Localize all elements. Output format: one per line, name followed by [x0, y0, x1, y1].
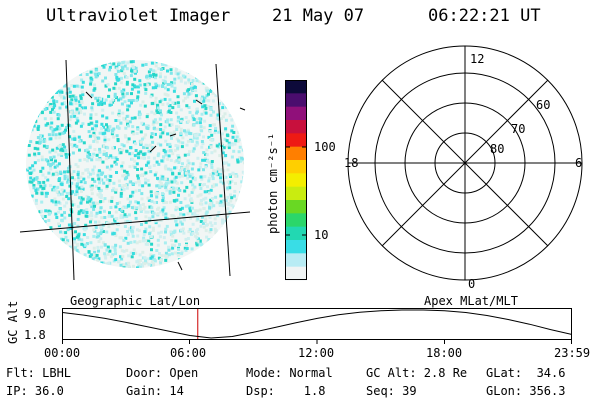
colorbar-unit-label: photon cm⁻²s⁻¹ [266, 132, 280, 234]
gc-alt-axis-title: GC Alt [6, 300, 20, 344]
colorbar-cell [285, 200, 307, 214]
colorbar-tick-100: 100 [314, 140, 336, 154]
x-tick-2359: 23:59 [554, 346, 591, 360]
lat-label-70: 70 [511, 122, 525, 136]
colorbar-tick-10: 10 [314, 228, 329, 242]
colorbar-cell [285, 173, 307, 188]
mlt-label-18: 18 [344, 156, 358, 170]
time-label: 06:22:21 UT [428, 6, 541, 26]
colorbar-cell [285, 266, 307, 281]
geographic-label: Geographic Lat/Lon [70, 294, 201, 308]
polar-dial: 12 18 6 0 60 70 80 [344, 45, 583, 291]
dsp-info: Dsp: 1.8 [246, 384, 326, 398]
colorbar-cell [285, 226, 307, 241]
mlt-label-12: 12 [470, 52, 484, 66]
apex-label: Apex MLat/MLT [424, 294, 518, 308]
color-scale [285, 80, 307, 281]
orbit-timeline [62, 308, 572, 344]
door-info: Door: Open [126, 366, 199, 380]
gain-info: Gain: 14 [126, 384, 184, 398]
glat-info: GLat: 34.6 [486, 366, 566, 380]
colorbar-cell [285, 160, 307, 174]
gc-alt-info: GC Alt: 2.8 Re [366, 366, 468, 380]
glon-info: GLon: 356.3 [486, 384, 566, 398]
mlt-label-0: 0 [468, 277, 475, 291]
colorbar-cell [285, 253, 307, 268]
colorbar-cell [285, 120, 307, 134]
colorbar-cell [285, 106, 307, 121]
date-label: 21 May 07 [272, 6, 365, 26]
auroral-image [19, 59, 251, 281]
seq-info: Seq: 39 [366, 384, 417, 398]
y-tick-max: 9.0 [24, 307, 46, 321]
x-tick-1800: 18:00 [426, 346, 463, 360]
colorbar-cell [285, 213, 307, 228]
mode-info: Mode: Normal [246, 366, 333, 380]
instrument-title: Ultraviolet Imager [46, 6, 231, 26]
ip-info: IP: 36.0 [6, 384, 64, 398]
colorbar-cell [285, 133, 307, 148]
lat-label-80: 80 [490, 142, 504, 156]
lat-label-60: 60 [536, 98, 550, 112]
filter-info: Flt: LBHL [6, 366, 72, 380]
x-tick-0600: 06:00 [170, 346, 207, 360]
colorbar-cell [285, 93, 307, 108]
y-tick-min: 1.8 [24, 328, 46, 342]
colorbar-cell [285, 240, 307, 254]
x-tick-0000: 00:00 [44, 346, 81, 360]
colorbar-cell [285, 186, 307, 201]
colorbar-cell [285, 146, 307, 161]
x-tick-1200: 12:00 [298, 346, 335, 360]
colorbar-cell [285, 80, 307, 94]
gc-alt-curve [62, 309, 572, 339]
lat-lon-grid [19, 59, 251, 281]
mlt-label-6: 6 [575, 156, 582, 170]
